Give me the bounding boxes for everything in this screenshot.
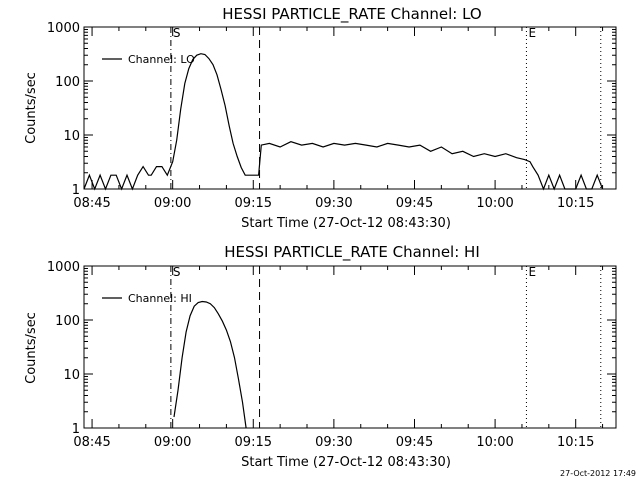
event-marker-label: S xyxy=(173,265,181,279)
y-tick-label: 10 xyxy=(63,368,80,383)
chart-title: HESSI PARTICLE_RATE Channel: LO xyxy=(222,5,481,24)
lo-channel-panel: HESSI PARTICLE_RATE Channel: LO Counts/s… xyxy=(24,5,617,231)
y-tick-label: 1 xyxy=(72,183,80,198)
x-tick-label: 08:45 xyxy=(73,435,110,450)
event-marker-label: S xyxy=(173,26,181,40)
legend-entry: Channel: LO xyxy=(128,53,195,66)
x-tick-label: 09:15 xyxy=(235,435,272,450)
x-tick-label: 09:45 xyxy=(396,435,433,450)
y-tick-label: 10 xyxy=(63,129,80,144)
plot-frame xyxy=(83,265,617,429)
x-tick-label: 10:15 xyxy=(557,196,594,211)
hi-channel-panel: HESSI PARTICLE_RATE Channel: HI Counts/s… xyxy=(24,243,617,470)
x-tick-label: 08:45 xyxy=(73,196,110,211)
x-tick-label: 09:15 xyxy=(235,196,272,211)
footer-timestamp: 27-Oct-2012 17:49 xyxy=(560,469,636,478)
x-tick-label: 09:30 xyxy=(315,435,352,450)
chart-title: HESSI PARTICLE_RATE Channel: HI xyxy=(224,243,480,262)
y-tick-label: 1000 xyxy=(47,260,80,275)
plot-frame xyxy=(83,26,617,190)
x-tick-label: 09:00 xyxy=(154,196,191,211)
x-tick-label: 09:45 xyxy=(396,196,433,211)
y-axis-label: Counts/sec xyxy=(24,312,39,384)
x-axis-label: Start Time (27-Oct-12 08:43:30) xyxy=(241,455,451,470)
x-axis-label: Start Time (27-Oct-12 08:43:30) xyxy=(241,216,451,231)
series-line xyxy=(173,300,247,429)
x-tick-label: 09:30 xyxy=(315,196,352,211)
series-line xyxy=(83,53,604,191)
y-tick-label: 100 xyxy=(55,75,80,90)
y-axis-label: Counts/sec xyxy=(24,72,39,144)
x-tick-label: 10:00 xyxy=(476,196,513,211)
axes: 08:45 09:00 09:15 09:30 09:45 10:00 10:15 1 10 10… xyxy=(47,21,617,211)
event-marker-label: E xyxy=(528,26,536,40)
legend: Channel: HI xyxy=(102,292,192,305)
legend: Channel: LO xyxy=(102,53,195,66)
x-tick-label: 10:15 xyxy=(557,435,594,450)
y-tick-label: 1 xyxy=(72,422,80,437)
legend-entry: Channel: HI xyxy=(128,292,192,305)
event-marker-label: E xyxy=(528,265,536,279)
x-tick-label: 09:00 xyxy=(154,435,191,450)
y-tick-label: 1000 xyxy=(47,21,80,36)
axes: 08:45 09:00 09:15 09:30 09:45 10:00 10:15 1 10 10… xyxy=(47,260,617,450)
x-tick-label: 10:00 xyxy=(476,435,513,450)
y-tick-label: 100 xyxy=(55,314,80,329)
series xyxy=(173,300,247,429)
series xyxy=(83,53,604,191)
